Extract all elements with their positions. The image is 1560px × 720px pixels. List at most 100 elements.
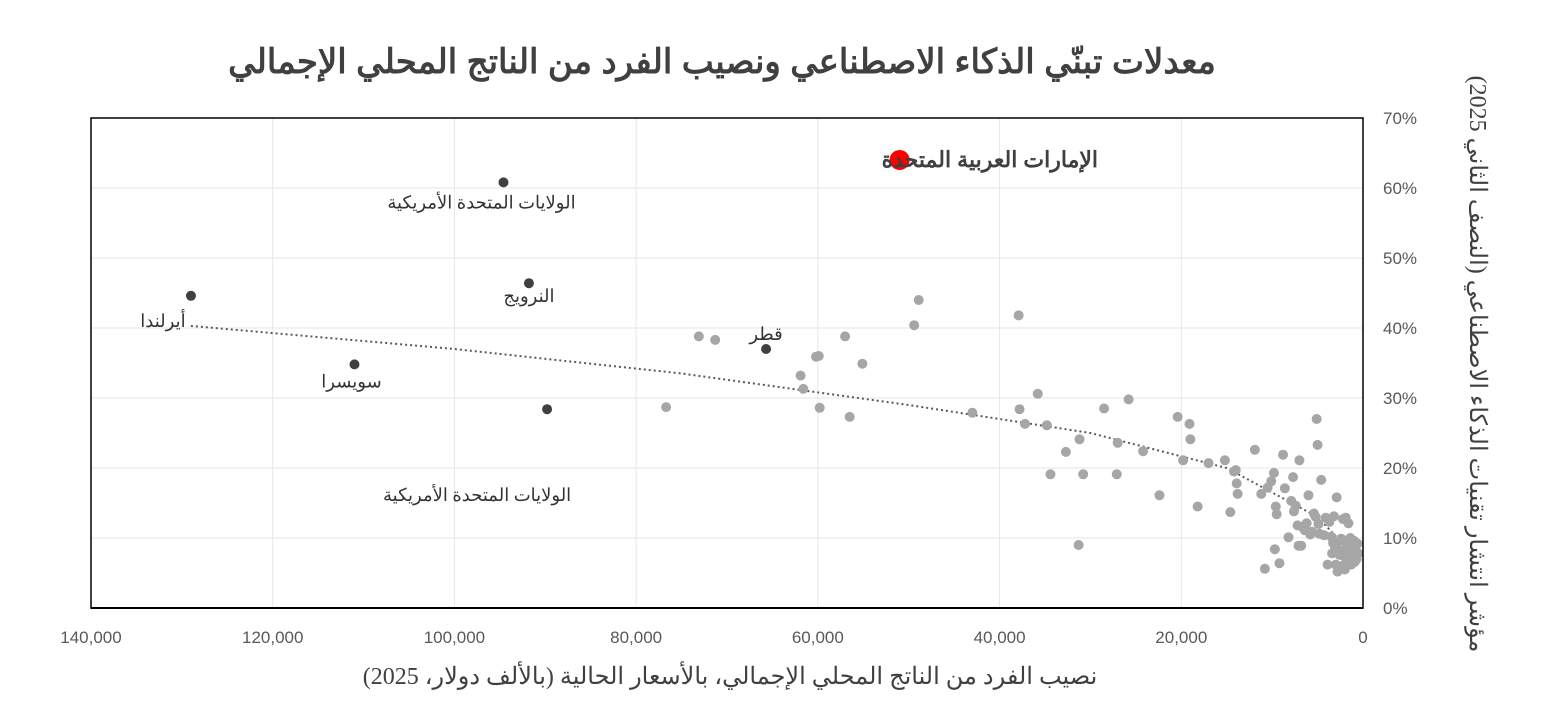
point-label: قطر: [748, 324, 782, 345]
data-point: [710, 334, 721, 345]
trendline-group: [190, 324, 1355, 557]
labeled-point: [349, 359, 360, 370]
chart-title: معدلات تبنّي الذكاء الاصطناعي ونصيب الفر…: [228, 43, 1216, 82]
data-point: [1112, 437, 1123, 448]
data-point: [1192, 501, 1203, 512]
data-point: [1178, 455, 1189, 466]
data-point: [909, 320, 920, 331]
y-tick-labels: 0% 10% 20% 30% 40% 50% 60% 70%: [1383, 109, 1417, 618]
data-point: [1014, 404, 1025, 415]
data-point: [1203, 458, 1214, 469]
plot-frame: [90, 117, 1364, 609]
data-point: [693, 331, 704, 342]
data-point: [1283, 532, 1294, 543]
data-point: [1219, 455, 1230, 466]
data-point: [1078, 469, 1089, 480]
x-tick-label: 0: [1358, 628, 1367, 647]
data-point: [1312, 439, 1323, 450]
data-point: [1268, 467, 1279, 478]
data-point: [1301, 518, 1312, 529]
data-point: [1123, 394, 1134, 405]
data-point: [1060, 446, 1071, 457]
data-point: [1225, 507, 1236, 518]
data-point: [1278, 449, 1289, 460]
data-point: [1232, 488, 1243, 499]
data-point: [1313, 519, 1324, 529]
y-tick-label: 50%: [1383, 249, 1417, 268]
data-point: [1230, 465, 1241, 476]
y-tick-label: 60%: [1383, 179, 1417, 198]
data-point: [1328, 511, 1339, 522]
data-point: [1185, 434, 1196, 445]
data-point: [1352, 538, 1363, 549]
data-point: [1266, 476, 1277, 487]
data-point: [1296, 540, 1307, 551]
data-point: [1311, 414, 1322, 424]
data-point: [1020, 418, 1031, 429]
data-point: [1303, 490, 1314, 501]
point-label: أيرلندا: [140, 309, 185, 332]
y-axis-label: مؤشر انتشار تقنيات الذكاء الاصطناعي (الن…: [1464, 76, 1490, 653]
data-point: [1279, 483, 1290, 494]
data-point: [1138, 446, 1149, 457]
data-point: [1259, 563, 1270, 574]
x-tick-label: 120,000: [242, 628, 303, 647]
data-point: [844, 411, 855, 422]
data-point: [1013, 310, 1024, 321]
y-tick-label: 70%: [1383, 109, 1417, 128]
highlight-group: الإمارات العربية المتحدة: [882, 147, 1098, 174]
data-point: [967, 407, 978, 418]
data-point: [1331, 492, 1342, 503]
y-tick-label: 10%: [1383, 529, 1417, 548]
x-tick-label: 40,000: [974, 628, 1026, 647]
point-label: الولايات المتحدة الأمريكية: [383, 483, 571, 506]
data-point: [1274, 558, 1285, 569]
data-point: [1231, 478, 1242, 489]
labeled-points: الولايات المتحدة الأمريكية أيرلندا النرويج…: [140, 177, 783, 506]
data-point: [661, 402, 672, 413]
data-point: [1032, 388, 1043, 399]
labeled-point: [542, 404, 553, 415]
data-point: [1249, 444, 1260, 455]
data-point: [814, 402, 825, 413]
labeled-point: [523, 278, 534, 289]
data-point: [1322, 559, 1333, 570]
labeled-point: [761, 344, 772, 354]
data-point: [813, 351, 824, 361]
data-point: [1184, 418, 1195, 429]
point-label: الولايات المتحدة الأمريكية: [387, 190, 575, 213]
y-tick-label: 30%: [1383, 389, 1417, 408]
data-point: [1353, 548, 1364, 559]
point-label: سويسرا: [321, 371, 381, 392]
point-label: النرويج: [503, 286, 554, 307]
x-tick-label: 100,000: [424, 628, 485, 647]
data-point: [798, 383, 809, 394]
data-point: [1074, 434, 1085, 445]
x-axis-label: نصيب الفرد من الناتج المحلي الإجمالي، با…: [363, 660, 1098, 690]
x-tick-label: 80,000: [610, 628, 662, 647]
grid-lines: [90, 117, 1364, 609]
labeled-point: [185, 290, 196, 301]
data-point: [913, 295, 924, 305]
data-point: [1288, 472, 1299, 483]
data-point: [1269, 544, 1280, 555]
data-point: [795, 370, 806, 381]
x-tick-labels: 140,000 120,000 100,000 80,000 60,000 40,000 2…: [60, 628, 1367, 647]
data-point: [1290, 500, 1301, 511]
data-point: [1271, 509, 1282, 520]
y-tick-label: 20%: [1383, 459, 1417, 478]
highlight-label: الإمارات العربية المتحدة: [882, 147, 1098, 174]
data-point: [840, 331, 851, 342]
x-tick-label: 140,000: [60, 628, 121, 647]
data-point: [1041, 420, 1052, 431]
labeled-point: [498, 177, 509, 188]
data-point: [1099, 403, 1110, 414]
data-point: [1256, 488, 1267, 499]
y-tick-label: 40%: [1383, 319, 1417, 338]
plot-border: [90, 117, 1364, 609]
data-point: [1316, 474, 1327, 485]
data-point: [1270, 501, 1281, 512]
data-point: [1154, 490, 1165, 501]
data-point: [1343, 518, 1354, 529]
